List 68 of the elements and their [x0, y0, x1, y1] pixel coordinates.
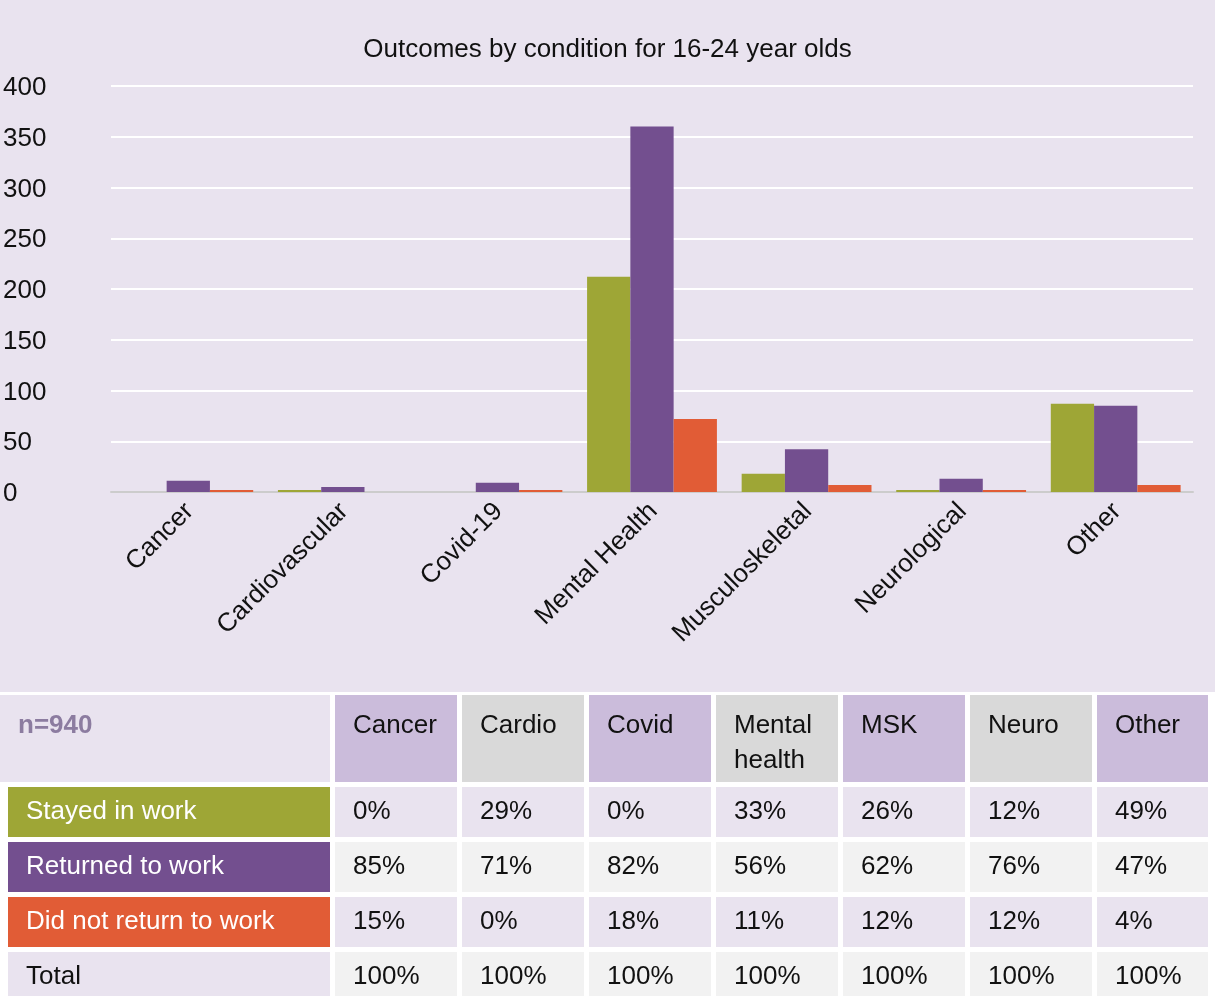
text: 29%: [480, 795, 533, 825]
bar: [673, 418, 717, 492]
text: 12%: [988, 905, 1041, 935]
category-label: MSK: [843, 695, 965, 782]
y-tick-label: 150: [3, 324, 47, 355]
y-tick-label: 300: [3, 172, 47, 203]
text: 12%: [988, 795, 1041, 825]
bar: [896, 489, 940, 492]
text: 4%: [1115, 905, 1153, 935]
text: 100%: [988, 960, 1055, 990]
category-label: Total: [26, 960, 81, 990]
text: 100%: [861, 960, 928, 990]
text: 71%: [480, 850, 533, 880]
bar: [828, 484, 872, 492]
text: 18%: [607, 905, 660, 935]
bar: [587, 276, 631, 492]
text: 100%: [734, 960, 801, 990]
category-label: Neuro: [970, 695, 1092, 782]
bar: [1050, 403, 1095, 492]
category-label: Stayed in work: [26, 795, 197, 825]
text: 82%: [607, 850, 660, 880]
text: 62%: [861, 850, 914, 880]
category-label: Mental health: [716, 695, 838, 782]
y-tick-label: 350: [3, 121, 47, 152]
text: 76%: [988, 850, 1041, 880]
text: 0%: [353, 795, 391, 825]
bar: [784, 449, 829, 492]
category-label: Covid: [589, 695, 711, 782]
category-label: Did not return to work: [26, 905, 275, 935]
bar: [741, 473, 785, 492]
text: 100%: [480, 960, 547, 990]
text: 26%: [861, 795, 914, 825]
text: 15%: [353, 905, 406, 935]
y-tick-label: 100: [3, 375, 47, 406]
bar: [519, 489, 563, 492]
bar: [166, 480, 210, 492]
category-label: Other: [1097, 695, 1208, 782]
text: 47%: [1115, 850, 1168, 880]
text: 100%: [1115, 960, 1182, 990]
text: n=940: [0, 695, 330, 782]
category-label: Returned to work: [26, 850, 224, 880]
bar: [1137, 484, 1181, 492]
y-tick-label: 0: [3, 477, 18, 507]
y-tick-label: 400: [3, 71, 47, 101]
y-tick-label: 250: [3, 223, 47, 254]
y-tick-label: 50: [3, 426, 32, 457]
category-label: Cardio: [462, 695, 584, 782]
text: 49%: [1115, 795, 1168, 825]
text: 0%: [480, 905, 518, 935]
text: 56%: [734, 850, 787, 880]
chart-title: Outcomes by condition for 16-24 year olds: [363, 33, 852, 63]
bar: [630, 126, 674, 492]
bar: [982, 489, 1027, 492]
text: 11%: [734, 905, 785, 935]
y-tick-label: 200: [3, 274, 47, 304]
text: 85%: [353, 850, 406, 880]
text: 100%: [353, 960, 420, 990]
text: 33%: [734, 795, 787, 825]
bar: [209, 489, 254, 492]
text: 0%: [607, 795, 645, 825]
bar: [277, 489, 322, 492]
text: 12%: [861, 905, 914, 935]
bar: [939, 478, 983, 492]
text: 100%: [607, 960, 674, 990]
bar: [475, 482, 520, 492]
bar: [321, 486, 365, 492]
category-label: Cancer: [335, 695, 457, 782]
bar: [1094, 405, 1138, 492]
